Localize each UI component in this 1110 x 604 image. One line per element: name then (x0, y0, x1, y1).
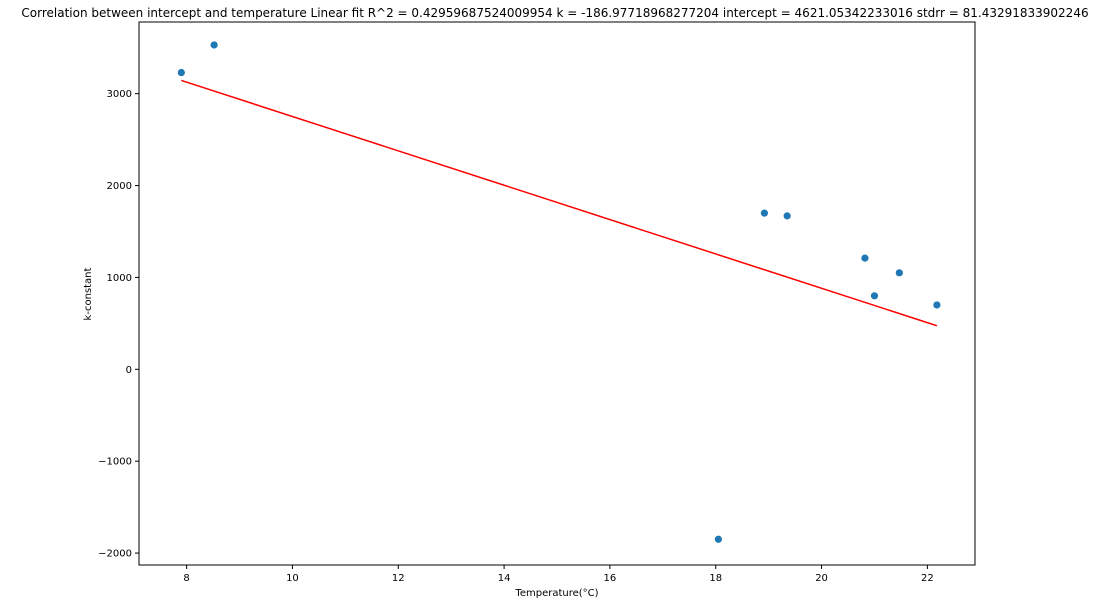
x-tick-label: 20 (815, 573, 828, 584)
scatter-point (933, 301, 941, 309)
x-axis-ticks: 8 10 12 14 16 18 20 22 (183, 565, 934, 584)
chart-title: Correlation between intercept and temper… (21, 6, 1088, 20)
y-tick-label: 0 (126, 365, 132, 376)
x-tick-label: 8 (183, 573, 189, 584)
y-tick-label: 3000 (107, 89, 132, 100)
fit-line (181, 79, 938, 327)
scatter-point (760, 209, 769, 217)
x-tick-label: 16 (604, 573, 617, 584)
scatter-point (210, 41, 218, 49)
scatter-points (177, 41, 941, 543)
x-axis-label: Temperature(°C) (514, 588, 598, 599)
x-tick-label: 14 (498, 573, 511, 584)
x-tick-label: 10 (286, 573, 299, 584)
scatter-point (714, 535, 722, 543)
scatter-point (783, 212, 791, 220)
plot-area (138, 21, 976, 566)
x-tick-label: 18 (709, 573, 722, 584)
y-axis-ticks: −2000 −1000 0 1000 2000 3000 (98, 89, 139, 560)
scatter-point (895, 269, 903, 277)
fit-line-layer (181, 79, 938, 327)
scatter-point (861, 254, 869, 262)
x-tick-label: 22 (921, 573, 934, 584)
y-tick-label: −1000 (98, 457, 132, 468)
y-tick-label: 2000 (107, 181, 132, 192)
scatter-point (177, 68, 185, 77)
x-tick-label: 12 (392, 573, 405, 584)
scatter-point (870, 292, 879, 300)
y-tick-label: 1000 (107, 273, 132, 284)
y-tick-label: −2000 (98, 549, 132, 560)
y-axis-label: k-constant (83, 267, 94, 320)
